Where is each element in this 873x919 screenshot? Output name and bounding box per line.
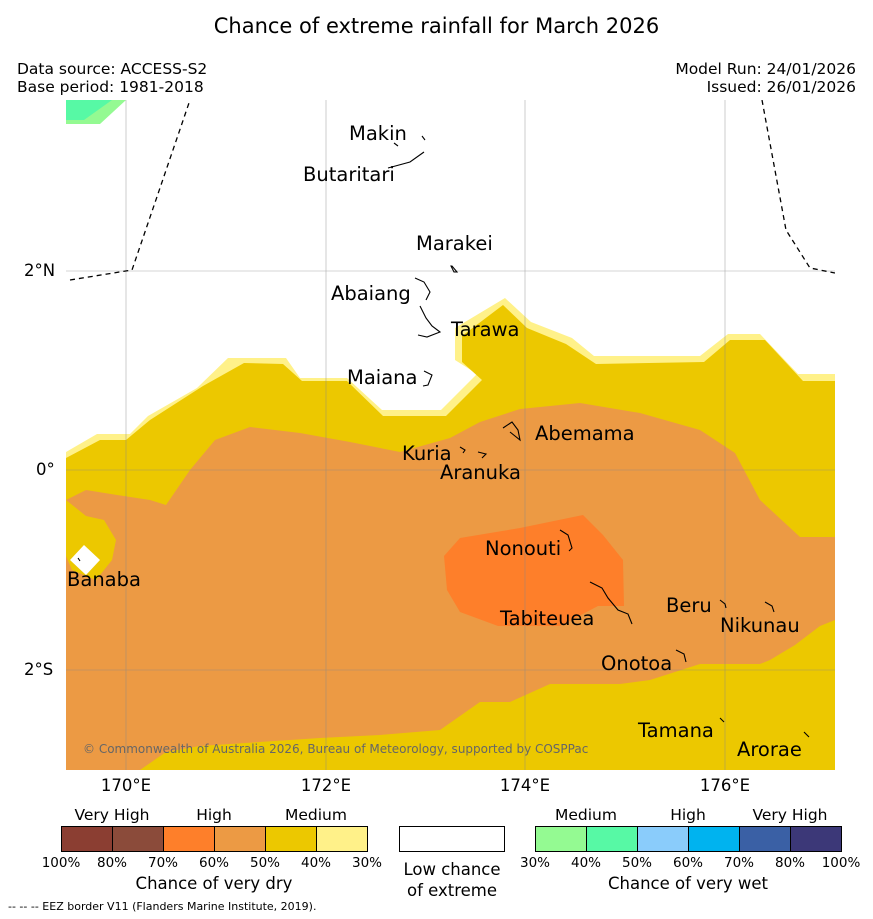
island-marakei xyxy=(450,265,459,273)
island-banaba xyxy=(77,557,81,562)
legend-dry-high: High xyxy=(196,806,232,824)
legend-dry-tick: 100% xyxy=(41,855,81,871)
eez-border xyxy=(69,100,835,281)
copyright-notice: © Commonwealth of Australia 2026, Bureau… xyxy=(83,742,589,756)
banaba-gap xyxy=(70,545,100,575)
place-label: Tabiteuea xyxy=(499,607,594,630)
legend-wet-high: High xyxy=(670,806,706,824)
data-source: Data source: ACCESS-S2 xyxy=(17,60,208,78)
legend-wet-tick: 70% xyxy=(723,855,754,871)
legend-neutral-caption-line2: of extreme xyxy=(406,881,498,900)
legend-wet-caption: Chance of very wet xyxy=(608,874,768,893)
legend-dry-swatch xyxy=(112,826,164,852)
legend-wet-tick: 100% xyxy=(821,855,861,871)
legend-wet-swatch xyxy=(586,826,638,852)
region-wet-40-50 xyxy=(66,100,112,120)
legend-dry-tick: 80% xyxy=(96,855,127,871)
island-nikunau xyxy=(764,601,775,613)
longitude-label-176e: 176°E xyxy=(699,776,751,795)
legend-wet-very-high: Very High xyxy=(752,806,828,824)
place-label: Makin xyxy=(349,122,407,145)
map-area: Makin Butaritari Marakei Abaiang Tarawa … xyxy=(66,100,835,770)
base-period: Base period: 1981-2018 xyxy=(17,78,204,96)
legend-dry-swatch xyxy=(214,826,266,852)
legend-wet-tick: 50% xyxy=(621,855,652,871)
place-labels: Makin Butaritari Marakei Abaiang Tarawa … xyxy=(67,122,802,761)
latitude-label-0: 0° xyxy=(36,460,55,479)
place-label: Marakei xyxy=(416,232,493,255)
place-label: Abaiang xyxy=(331,282,411,305)
place-label: Banaba xyxy=(67,568,141,591)
island-tarawa xyxy=(417,305,442,338)
island-tabiteuea xyxy=(589,581,633,625)
legend-dry-swatch xyxy=(61,826,113,852)
model-run: Model Run: 24/01/2026 xyxy=(675,60,856,78)
grid-lines xyxy=(66,100,835,770)
place-label: Nonouti xyxy=(485,537,561,560)
legend-wet-tick: 60% xyxy=(672,855,703,871)
place-label: Tamana xyxy=(637,719,714,742)
place-label: Kuria xyxy=(402,442,452,465)
legend-wet-swatch xyxy=(535,826,587,852)
legend-dry-tick: 70% xyxy=(147,855,178,871)
island-abemama xyxy=(502,421,521,442)
longitude-label-170e: 170°E xyxy=(100,776,152,795)
island-tamana xyxy=(719,717,725,723)
latitude-label-2s: 2°S xyxy=(24,660,54,679)
place-label: Butaritari xyxy=(303,163,395,186)
island-kuria xyxy=(459,446,466,454)
legend-neutral-swatch xyxy=(399,826,505,852)
island-outlines xyxy=(77,135,810,738)
legend-wet-medium: Medium xyxy=(555,806,617,824)
legend-dry-tick: 50% xyxy=(249,855,280,871)
longitude-label-172e: 172°E xyxy=(300,776,352,795)
island-maiana xyxy=(422,370,433,387)
legend-dry-tick: 30% xyxy=(351,855,382,871)
legend-neutral-caption: Low chance of extreme xyxy=(382,859,522,901)
region-dry-60-70 xyxy=(444,515,624,626)
island-onotoa xyxy=(675,649,687,663)
legend-dry-medium: Medium xyxy=(285,806,347,824)
island-abaiang xyxy=(414,277,431,301)
legend-dry-swatch xyxy=(316,826,368,852)
legend-dry-swatch xyxy=(265,826,317,852)
legend-wet-swatch xyxy=(688,826,740,852)
issued-date: Issued: 26/01/2026 xyxy=(706,78,856,96)
legend-dry-caption: Chance of very dry xyxy=(135,874,293,893)
place-label: Onotoa xyxy=(601,652,672,675)
place-label: Tarawa xyxy=(450,318,520,341)
island-nonouti xyxy=(559,529,573,552)
island-arorae xyxy=(803,731,810,738)
place-label: Maiana xyxy=(347,366,417,389)
legend-dry-tick: 60% xyxy=(198,855,229,871)
place-label: Aranuka xyxy=(440,461,521,484)
island-beru xyxy=(719,599,727,609)
legend-wet-swatch xyxy=(637,826,689,852)
map-title: Chance of extreme rainfall for March 202… xyxy=(213,14,660,38)
place-label: Arorae xyxy=(737,738,802,761)
place-label: Beru xyxy=(666,594,712,617)
legend-wet-tick: 30% xyxy=(519,855,550,871)
legend-wet-swatch xyxy=(739,826,791,852)
longitude-label-174e: 174°E xyxy=(499,776,551,795)
legend-wet-swatch xyxy=(790,826,842,852)
legend-wet-tick: 40% xyxy=(570,855,601,871)
island-butaritari xyxy=(387,151,425,169)
legend-dry-very-high: Very High xyxy=(74,806,150,824)
place-label: Abemama xyxy=(535,422,635,445)
island-makin xyxy=(393,135,426,147)
legend-dry-tick: 40% xyxy=(300,855,331,871)
legend-dry-swatch xyxy=(163,826,215,852)
legend-wet-tick: 80% xyxy=(774,855,805,871)
island-aranuka xyxy=(477,451,488,459)
place-label: Nikunau xyxy=(720,614,800,637)
data-info: Data source: ACCESS-S2 Base period: 1981… xyxy=(17,60,207,96)
run-info: Model Run: 24/01/2026 Issued: 26/01/2026 xyxy=(675,60,856,96)
latitude-label-2n: 2°N xyxy=(24,261,56,280)
legend-neutral-caption-line1: Low chance xyxy=(403,860,501,879)
eez-footnote: -- -- -- EEZ border V11 (Flanders Marine… xyxy=(8,900,317,913)
